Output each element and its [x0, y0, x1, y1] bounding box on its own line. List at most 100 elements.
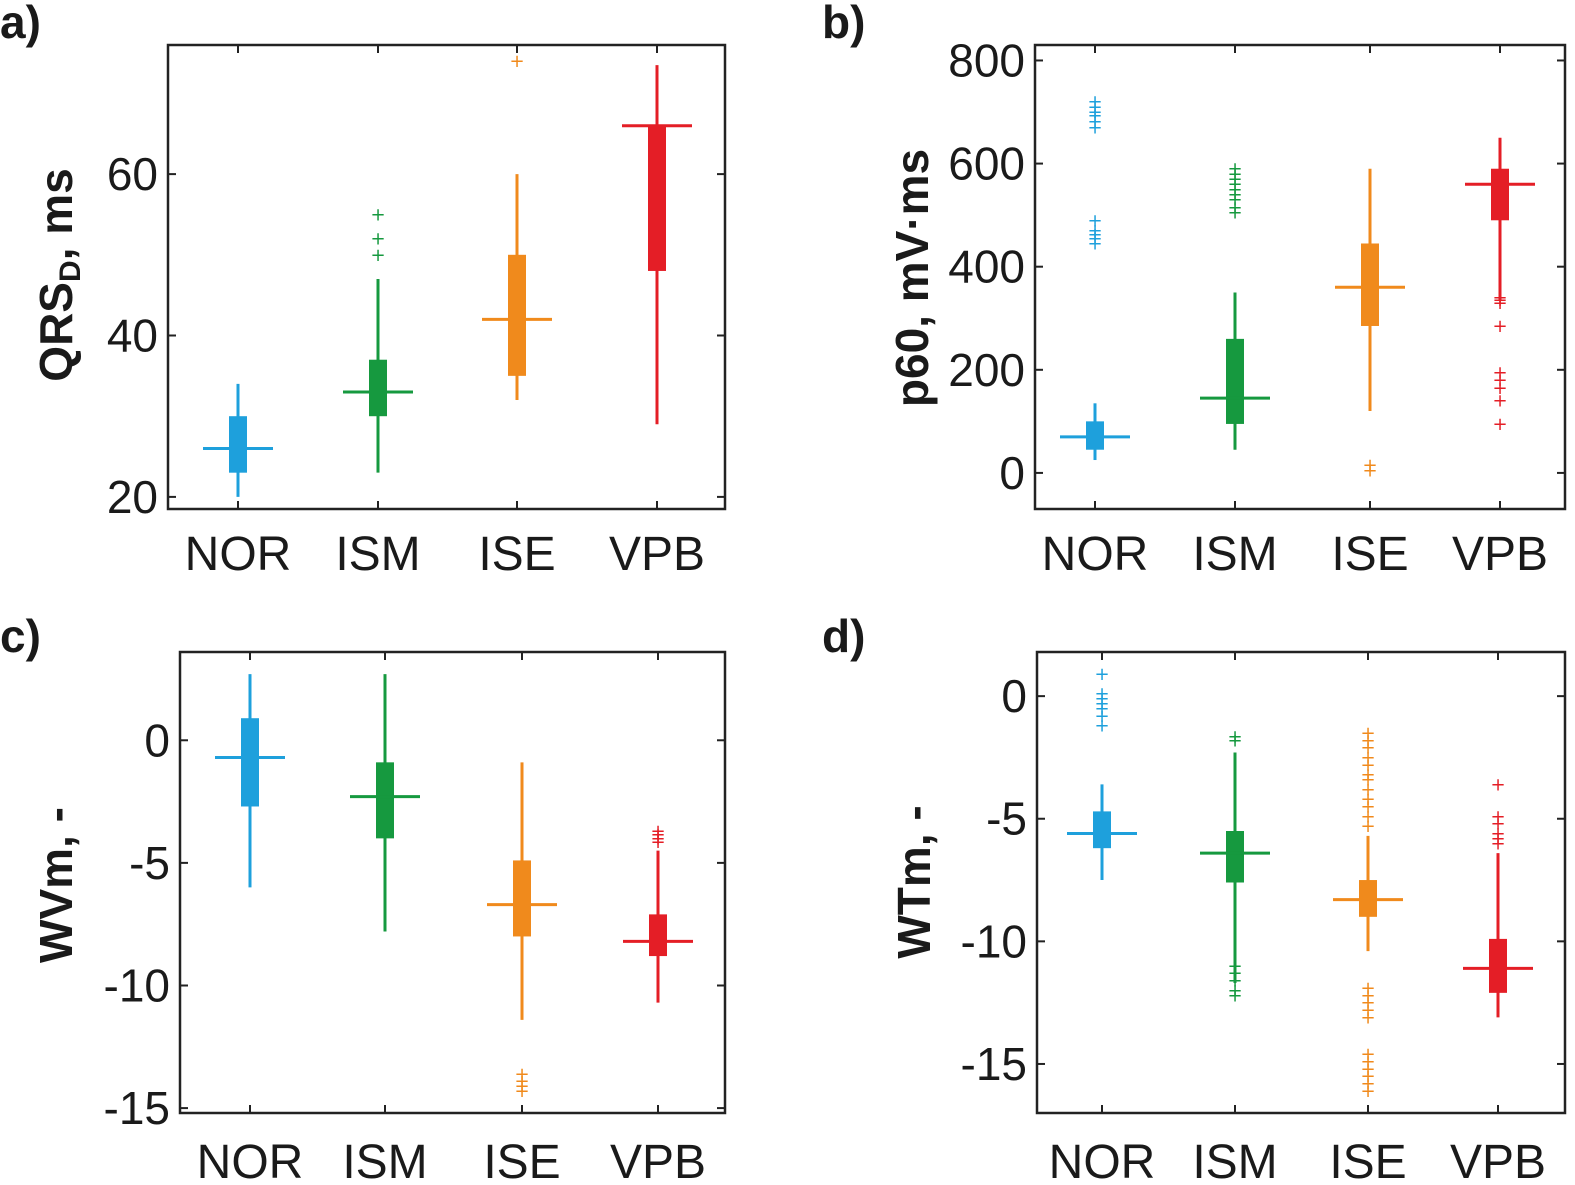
- outlier-marker: +: [1492, 290, 1507, 311]
- outlier-marker: +: [1360, 738, 1375, 759]
- outlier-marker: +: [1094, 684, 1109, 705]
- outlier-marker: +: [514, 1081, 529, 1102]
- outlier-marker: +: [1087, 221, 1102, 242]
- outlier-marker: +: [1492, 370, 1507, 391]
- outlier-marker: +: [1087, 111, 1102, 132]
- category-label: VPB: [1452, 528, 1548, 581]
- outlier-marker: +: [1360, 1052, 1375, 1073]
- y-tick-label: 200: [948, 344, 1025, 396]
- panel-b-label: b): [822, 0, 865, 48]
- iqr-box: [1226, 338, 1244, 424]
- iqr-box: [648, 125, 666, 271]
- outlier-marker: +: [370, 245, 385, 266]
- box-ism: +++++++: [1200, 727, 1270, 1006]
- outlier-marker: +: [1360, 770, 1375, 791]
- category-label: NOR: [1042, 528, 1149, 581]
- category-label: NOR: [1049, 1136, 1156, 1185]
- outlier-marker: +: [1094, 664, 1109, 685]
- outlier-marker: +: [1227, 164, 1242, 185]
- y-tick-label: 0: [999, 447, 1025, 499]
- outlier-marker: +: [1490, 828, 1505, 849]
- outlier-marker: +: [514, 1071, 529, 1092]
- outlier-marker: +: [1094, 716, 1109, 737]
- outlier-marker: +: [650, 828, 665, 849]
- outlier-marker: +: [1360, 1044, 1375, 1065]
- outlier-marker: +: [1360, 730, 1375, 751]
- box-vpb: ++++++: [1463, 774, 1533, 1018]
- outlier-marker: +: [1087, 225, 1102, 246]
- box-vpb: +++++++++: [1465, 137, 1535, 435]
- outlier-marker: +: [1227, 956, 1242, 977]
- outlier-marker: +: [1360, 747, 1375, 768]
- outlier-marker: +: [1094, 693, 1109, 714]
- outlier-marker: +: [514, 1076, 529, 1097]
- outlier-marker: +: [1227, 179, 1242, 200]
- category-label: ISE: [478, 528, 555, 581]
- category-label: ISM: [1192, 1136, 1277, 1185]
- box-nor: [215, 674, 285, 888]
- outlier-marker: +: [1087, 210, 1102, 231]
- outlier-marker: +: [1492, 288, 1507, 309]
- outlier-marker: +: [1227, 169, 1242, 190]
- y-tick-label: 400: [948, 241, 1025, 293]
- y-tick-label: -5: [986, 793, 1027, 845]
- outlier-marker: +: [1360, 978, 1375, 999]
- outlier-marker: +: [1360, 1000, 1375, 1021]
- panel-d-plot: -15-10-50+++++++NOR+++++++ISM+++++++++++…: [961, 652, 1565, 1185]
- category-label: ISM: [1192, 528, 1277, 581]
- outlier-marker: +: [1492, 391, 1507, 412]
- outlier-marker: +: [1087, 97, 1102, 118]
- outlier-marker: +: [1227, 971, 1242, 992]
- outlier-marker: +: [1362, 460, 1377, 481]
- box-ise: +++++++++++++++++++++++: [1333, 723, 1403, 1102]
- box-vpb: ++++: [623, 821, 693, 1003]
- outlier-marker: +: [650, 821, 665, 842]
- outlier-marker: +: [1094, 706, 1109, 727]
- y-tick-label: -10: [961, 915, 1027, 967]
- box-ise: ++: [1335, 168, 1405, 481]
- outlier-marker: +: [1492, 414, 1507, 435]
- category-label: ISE: [1331, 528, 1408, 581]
- panel-d: d) WTm, - -15-10-50+++++++NOR+++++++ISM+…: [822, 610, 1567, 1185]
- iqr-box: [376, 762, 394, 839]
- outlier-marker: +: [1087, 92, 1102, 113]
- outlier-marker: +: [1490, 774, 1505, 795]
- category-label: ISE: [1329, 1136, 1406, 1185]
- outlier-marker: +: [1087, 233, 1102, 254]
- category-label: ISM: [335, 528, 420, 581]
- iqr-box: [1361, 243, 1379, 326]
- outlier-marker: +: [1490, 806, 1505, 827]
- y-tick-label: -5: [129, 837, 170, 889]
- panel-d-axes: [1035, 650, 1567, 1115]
- panel-c-ylabel: WVm, -: [30, 807, 82, 963]
- outlier-marker: +: [1360, 1066, 1375, 1087]
- panel-b-plot: 0200400600800+++++++++++NOR+++++++++ISM+…: [948, 34, 1565, 581]
- outlier-marker: +: [1227, 727, 1242, 748]
- box-ism: [350, 674, 420, 932]
- outlier-marker: +: [1227, 730, 1242, 751]
- outlier-marker: +: [1227, 190, 1242, 211]
- category-label: VPB: [610, 1136, 706, 1185]
- y-tick-label: 60: [107, 148, 158, 200]
- iqr-box: [649, 914, 667, 957]
- outlier-marker: +: [1087, 106, 1102, 127]
- panel-a-label: a): [0, 0, 41, 48]
- outlier-marker: +: [509, 51, 524, 72]
- outlier-marker: +: [650, 825, 665, 846]
- iqr-box: [1491, 168, 1509, 221]
- iqr-box: [508, 254, 526, 376]
- category-label: ISE: [483, 1136, 560, 1185]
- y-tick-label: 20: [107, 471, 158, 523]
- outlier-marker: +: [1360, 993, 1375, 1014]
- outlier-marker: +: [1360, 755, 1375, 776]
- y-tick-label: 800: [948, 34, 1025, 86]
- category-label: VPB: [1450, 1136, 1546, 1185]
- outlier-marker: +: [1360, 796, 1375, 817]
- category-label: NOR: [197, 1136, 304, 1185]
- panel-c-label: c): [0, 610, 41, 662]
- iqr-box: [513, 860, 531, 937]
